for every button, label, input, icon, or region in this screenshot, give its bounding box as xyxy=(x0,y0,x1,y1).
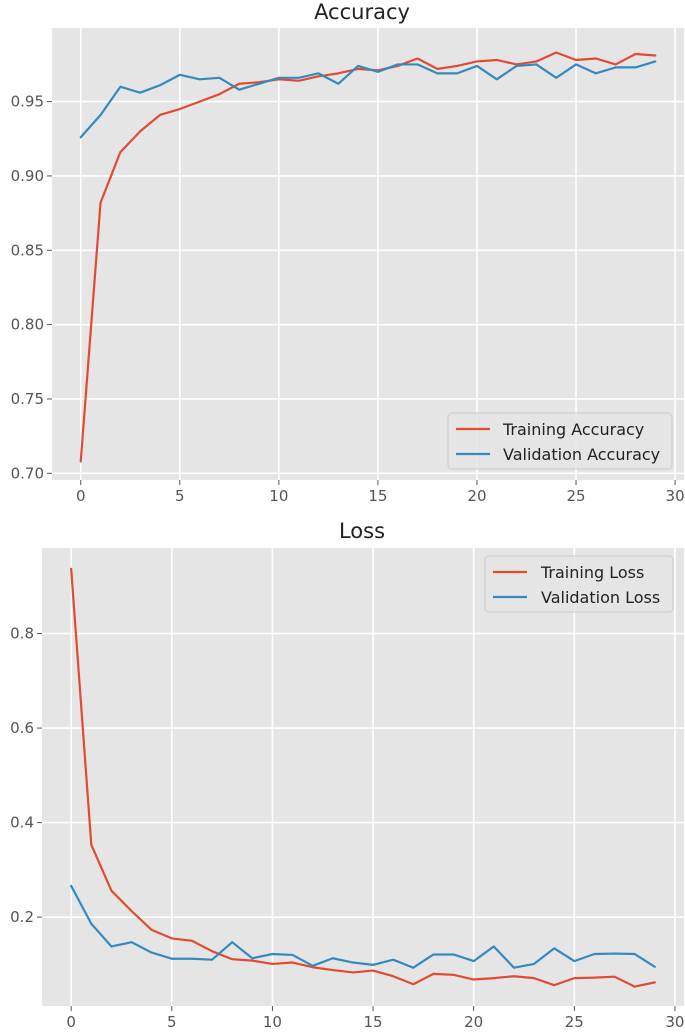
loss-x-tick-label: 10 xyxy=(263,1013,282,1031)
loss-x-ticks: 0 5 10 15 20 25 30 xyxy=(66,1006,684,1031)
validation-accuracy-legend-label: Validation Accuracy xyxy=(503,445,660,464)
loss-y-tick-label: 0.2 xyxy=(10,908,34,926)
training-accuracy-legend-label: Training Accuracy xyxy=(502,420,644,439)
validation-loss-line xyxy=(70,884,656,969)
accuracy-x-tick-label: 15 xyxy=(368,487,387,505)
loss-y-tick-label: 0.4 xyxy=(10,814,34,832)
accuracy-grid xyxy=(52,28,684,480)
accuracy-x-tick-label: 25 xyxy=(566,487,585,505)
accuracy-title: Accuracy xyxy=(314,0,410,24)
accuracy-y-tick-label: 0.75 xyxy=(11,390,44,408)
loss-y-tick-label: 0.6 xyxy=(10,719,34,737)
accuracy-plot-background xyxy=(52,28,684,480)
training-loss-line xyxy=(70,567,656,988)
accuracy-x-tick-label: 20 xyxy=(467,487,486,505)
loss-legend-box xyxy=(484,555,674,613)
accuracy-y-tick-label: 0.80 xyxy=(11,316,44,334)
accuracy-x-tick-label: 30 xyxy=(666,487,685,505)
validation-accuracy-line xyxy=(79,60,657,139)
loss-x-tick-label: 5 xyxy=(167,1013,177,1031)
loss-title: Loss xyxy=(339,519,385,543)
accuracy-x-tick-label: 10 xyxy=(269,487,288,505)
accuracy-lines xyxy=(79,51,657,463)
accuracy-legend-box xyxy=(447,412,673,470)
loss-x-tick-label: 15 xyxy=(364,1013,383,1031)
accuracy-x-tick-label: 5 xyxy=(175,487,185,505)
loss-subplot: 0 5 10 15 20 25 30 0.2 0.4 0.6 0.8 Loss Training … xyxy=(10,519,684,1031)
loss-x-tick-label: 0 xyxy=(66,1013,76,1031)
accuracy-x-tick-label: 0 xyxy=(76,487,86,505)
accuracy-y-tick-label: 0.85 xyxy=(11,241,44,259)
loss-x-tick-label: 25 xyxy=(565,1013,584,1031)
accuracy-y-tick-label: 0.90 xyxy=(11,167,44,185)
accuracy-y-tick-label: 0.70 xyxy=(11,464,44,482)
loss-legend: Training Loss Validation Loss xyxy=(484,555,674,613)
loss-lines xyxy=(70,567,656,988)
loss-x-tick-label: 30 xyxy=(665,1013,684,1031)
loss-grid xyxy=(42,548,684,1006)
accuracy-y-ticks: 0.70 0.75 0.80 0.85 0.90 0.95 xyxy=(11,93,52,482)
accuracy-legend: Training Accuracy Validation Accuracy xyxy=(447,412,673,470)
validation-loss-legend-label: Validation Loss xyxy=(541,588,660,607)
training-loss-legend-label: Training Loss xyxy=(540,563,644,582)
loss-y-ticks: 0.2 0.4 0.6 0.8 xyxy=(10,625,42,926)
accuracy-subplot: 0 5 10 15 20 25 30 0.70 0.75 0.80 0.85 0.90 0.95 Ac… xyxy=(11,0,685,505)
accuracy-x-ticks: 0 5 10 15 20 25 30 xyxy=(76,480,685,505)
loss-y-tick-label: 0.8 xyxy=(10,625,34,643)
loss-plot-background xyxy=(42,548,684,1006)
loss-x-tick-label: 20 xyxy=(464,1013,483,1031)
accuracy-y-tick-label: 0.95 xyxy=(11,93,44,111)
